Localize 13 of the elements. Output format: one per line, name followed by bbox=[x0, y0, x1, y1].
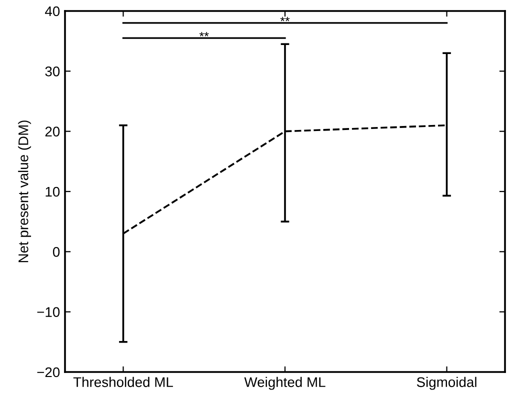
y-tick-label: 30 bbox=[45, 66, 60, 76]
annotation: ** bbox=[199, 32, 209, 36]
y-tick-label: 40 bbox=[45, 6, 60, 16]
y-tick-label: 10 bbox=[46, 186, 60, 197]
y-tick-label: 0 bbox=[52, 247, 60, 257]
x-tick-label: Thresholded ML bbox=[73, 376, 173, 388]
y-tick-label: −20 bbox=[37, 367, 60, 378]
x-tick-label: Sigmoidal bbox=[416, 376, 476, 390]
y-tick-label: 20 bbox=[45, 126, 60, 137]
annotation: ** bbox=[280, 16, 290, 22]
x-tick-label: Weighted ML bbox=[244, 376, 326, 390]
y-tick-label: −10 bbox=[37, 307, 60, 318]
y-axis-title: Net present value (DM) bbox=[18, 120, 32, 262]
